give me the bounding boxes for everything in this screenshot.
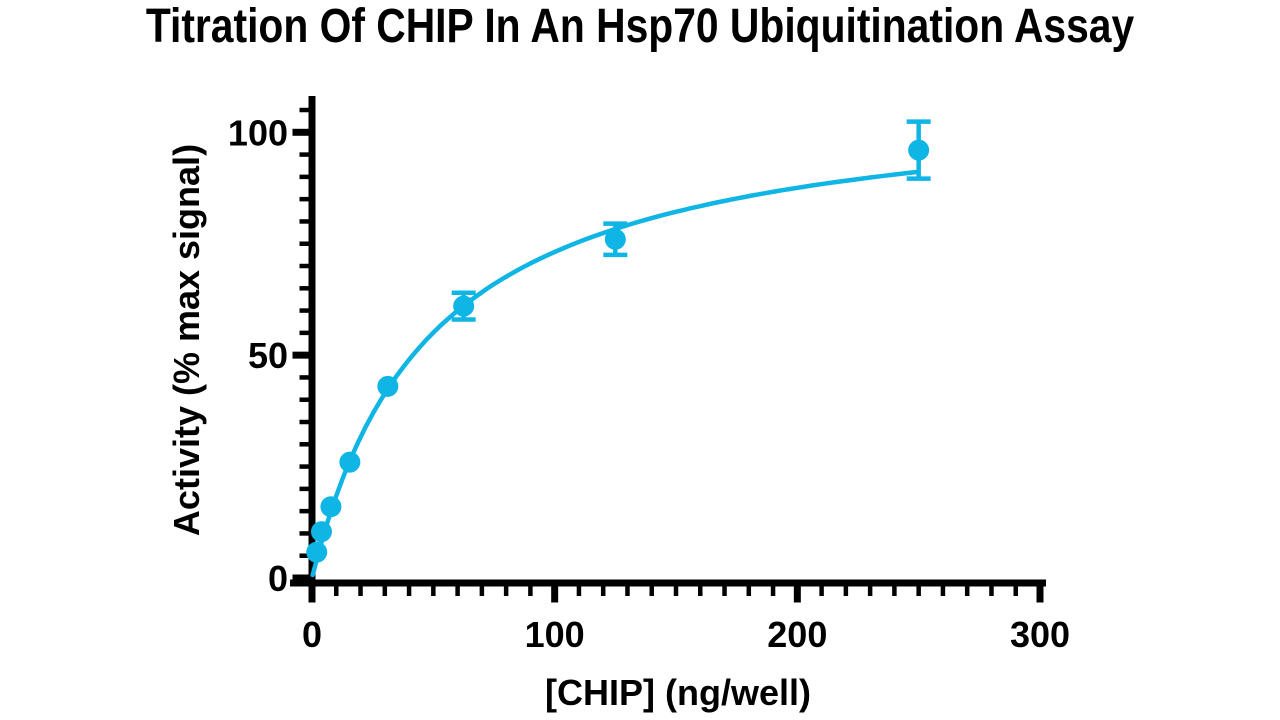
x-tick-label: 0	[302, 614, 322, 655]
data-point-marker	[320, 496, 342, 518]
y-tick-label: 100	[228, 112, 288, 153]
x-axis-title: [CHIP] (ng/well)	[545, 672, 811, 713]
data-point-marker	[310, 521, 332, 543]
y-tick-label: 50	[248, 335, 288, 376]
y-tick-label: 0	[268, 558, 288, 599]
data-point-marker	[604, 228, 626, 250]
data-point-marker	[339, 451, 361, 473]
chart-title: Titration Of CHIP In An Hsp70 Ubiquitina…	[145, 0, 1135, 53]
data-point-marker	[377, 375, 399, 397]
x-tick-label: 300	[1010, 614, 1070, 655]
x-tick-label: 200	[767, 614, 827, 655]
x-tick-label: 100	[525, 614, 585, 655]
data-point-marker	[453, 295, 475, 317]
data-point-marker	[908, 139, 930, 161]
data-point-marker	[306, 541, 328, 563]
